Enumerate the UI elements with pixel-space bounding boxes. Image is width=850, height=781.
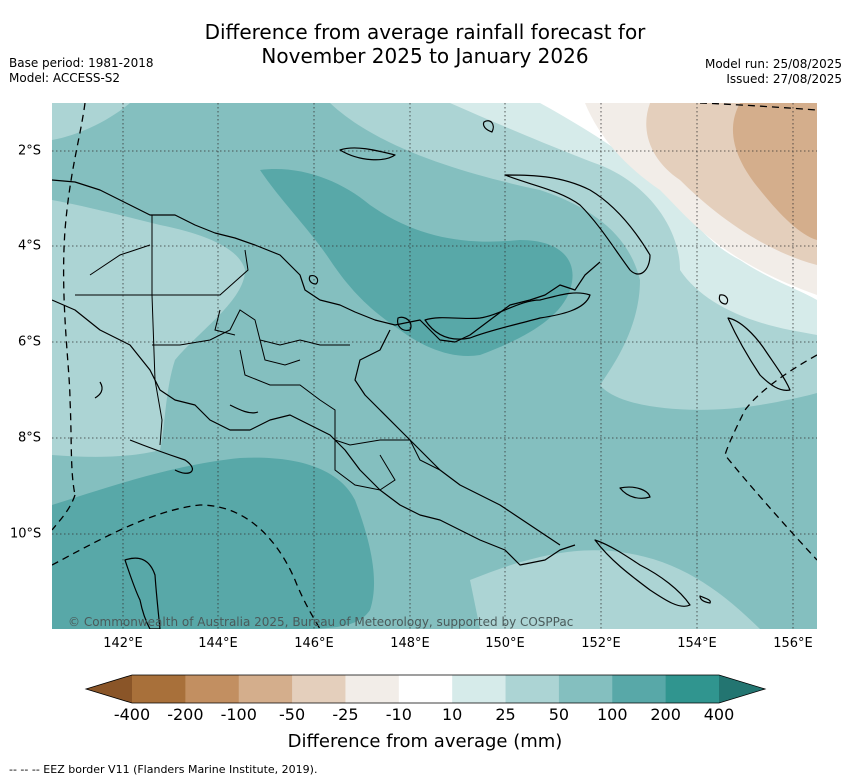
title-line-2: November 2025 to January 2026 xyxy=(261,44,589,68)
lon-label-144e: 144°E xyxy=(198,636,238,651)
colorbar-tick-label: 50 xyxy=(548,705,570,724)
model-run-text: Model run: 25/08/2025 xyxy=(704,57,842,71)
base-period-text: Base period: 1981-2018 xyxy=(9,56,154,70)
lat-label-2s: 2°S xyxy=(18,143,42,159)
colorbar-tick-label: -25 xyxy=(332,705,359,724)
colorbar xyxy=(84,674,767,704)
colorbar-segment xyxy=(185,675,240,703)
shade-25-50-northwest xyxy=(52,103,130,140)
eez-border xyxy=(52,103,817,629)
lon-label-156e: 156°E xyxy=(773,636,813,651)
colorbar-tick-label: -50 xyxy=(279,705,306,724)
shade-minus50-100 xyxy=(732,103,817,240)
colorbar-segment xyxy=(398,675,453,703)
colorbar-tick-label: 200 xyxy=(650,705,681,724)
colorbar-segment xyxy=(292,675,346,703)
meta-right: Model run: 25/08/2025 Issued: 27/08/2025 xyxy=(705,57,842,87)
colorbar-tick-label: -10 xyxy=(385,705,412,724)
lon-label-154e: 154°E xyxy=(677,636,717,651)
lon-label-152e: 152°E xyxy=(581,636,621,651)
lat-label-10s: 10°S xyxy=(10,526,42,542)
lat-label-4s: 4°S xyxy=(18,238,42,254)
shade-25-50-southeast xyxy=(470,550,760,629)
colorbar-tick-label: -200 xyxy=(167,705,204,724)
colorbar-segment xyxy=(612,675,667,703)
colorbar-over-arrow xyxy=(719,675,765,703)
colorbar-tick-label: 100 xyxy=(596,705,628,724)
lat-label-6s: 6°S xyxy=(18,334,42,350)
colorbar-outline xyxy=(84,674,767,704)
map-title: Difference from average rainfall forecas… xyxy=(0,20,850,68)
footnote: -- -- -- EEZ border V11 (Flanders Marine… xyxy=(9,763,318,776)
shade-100-200-southwest xyxy=(52,457,375,629)
colorbar-under-arrow xyxy=(86,675,132,703)
colorbar-segment xyxy=(345,675,400,703)
title-line-1: Difference from average rainfall forecas… xyxy=(204,20,646,44)
copyright-text: © Commonwealth of Australia 2025, Bureau… xyxy=(68,615,573,629)
model-text: Model: ACCESS-S2 xyxy=(9,71,121,85)
issued-text: Issued: 27/08/2025 xyxy=(726,72,842,86)
colorbar-tick-label: 10 xyxy=(441,705,463,724)
colorbar-tick-label: -400 xyxy=(113,705,151,724)
shade-100-200-central xyxy=(260,169,573,356)
lat-label-8s: 8°S xyxy=(18,430,42,446)
colorbar-tick-label: 25 xyxy=(495,705,516,724)
lon-label-150e: 150°E xyxy=(485,636,525,651)
map-area: © Commonwealth of Australia 2025, Bureau… xyxy=(52,103,817,629)
colorbar-tick-label: -100 xyxy=(220,705,257,724)
colorbar-segment xyxy=(665,675,720,703)
colorbar-tick-label: 400 xyxy=(703,705,735,724)
coastlines xyxy=(52,120,791,629)
lon-label-148e: 148°E xyxy=(390,636,430,651)
colorbar-segment xyxy=(505,675,560,703)
colorbar-segment xyxy=(558,675,613,703)
meta-left: Base period: 1981-2018 Model: ACCESS-S2 xyxy=(9,56,154,86)
colorbar-segment xyxy=(452,675,507,703)
lon-label-146e: 146°E xyxy=(294,636,334,651)
graticule xyxy=(52,103,817,629)
colorbar-segment xyxy=(238,675,293,703)
colorbar-label: Difference from average (mm) xyxy=(287,731,563,752)
lon-label-142e: 142°E xyxy=(103,636,143,651)
colorbar-segment xyxy=(132,675,186,703)
admin-borders xyxy=(75,215,441,491)
